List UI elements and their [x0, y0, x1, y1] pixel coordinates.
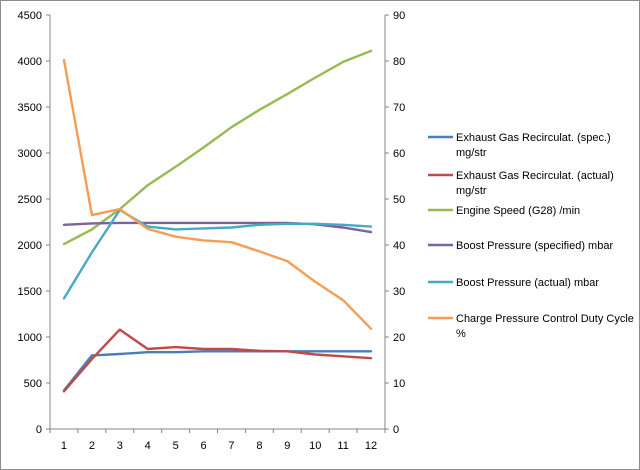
- x-tick-label: 9: [284, 440, 290, 452]
- legend-label-6: Charge Pressure Control Duty Cycle: [456, 313, 634, 325]
- x-tick-label: 7: [228, 440, 234, 452]
- legend-label-4: Boost Pressure (specified) mbar: [456, 240, 613, 252]
- x-tick-label: 5: [173, 440, 179, 452]
- x-tick-label: 4: [145, 440, 151, 452]
- legend-label-6: %: [456, 328, 466, 340]
- legend-label-2: Exhaust Gas Recirculat. (actual): [456, 170, 614, 182]
- right-y-tick-label: 30: [393, 286, 405, 298]
- x-tick-label: 8: [256, 440, 262, 452]
- axes-layer: 0 500 1000 1500 2000 2500 3000 3500 4000 4500 0 10 2…: [18, 10, 406, 452]
- right-y-tick-label: 10: [393, 378, 405, 390]
- x-tick-label: 2: [89, 440, 95, 452]
- legend-label-3: Engine Speed (G28) /min: [456, 205, 580, 217]
- left-y-tick-label: 2500: [18, 194, 42, 206]
- right-y-tick-label: 80: [393, 56, 405, 68]
- right-y-tick-label: 70: [393, 102, 405, 114]
- left-y-tick-label: 1000: [18, 332, 42, 344]
- legend-label-2: mg/str: [456, 185, 487, 197]
- left-y-tick-label: 500: [24, 378, 42, 390]
- x-tick-label: 11: [337, 440, 348, 452]
- left-y-tick-label: 4500: [18, 10, 42, 22]
- left-y-tick-label: 3500: [18, 102, 42, 114]
- legend-label-1: mg/str: [456, 147, 487, 159]
- series-line-1: [62, 350, 373, 392]
- right-y-tick-label: 20: [393, 332, 405, 344]
- right-y-tick-label: 60: [393, 148, 405, 160]
- left-y-tick-label: 4000: [18, 56, 42, 68]
- legend: Exhaust Gas Recirculat. (spec.) mg/str Exh…: [428, 132, 634, 340]
- x-tick-label: 1: [61, 440, 67, 452]
- x-tick-label: 12: [365, 440, 377, 452]
- series-line-6: [62, 58, 373, 330]
- series-line-3: [62, 49, 373, 246]
- x-tick-label: 3: [117, 440, 123, 452]
- left-y-tick-label: 1500: [18, 286, 42, 298]
- legend-label-1: Exhaust Gas Recirculat. (spec.): [456, 132, 611, 144]
- legend-label-5: Boost Pressure (actual) mbar: [456, 277, 599, 289]
- right-y-tick-label: 50: [393, 194, 405, 206]
- right-y-tick-label: 0: [393, 424, 399, 436]
- series-line-5: [62, 208, 373, 300]
- x-tick-label: 10: [309, 440, 321, 452]
- left-y-tick-label: 3000: [18, 148, 42, 160]
- series-line-2: [62, 328, 373, 393]
- right-y-tick-label: 90: [393, 10, 405, 22]
- left-y-tick-label: 2000: [18, 240, 42, 252]
- series-layer: [62, 49, 373, 393]
- left-y-tick-label: 0: [36, 424, 42, 436]
- x-tick-label: 6: [200, 440, 206, 452]
- right-y-tick-label: 40: [393, 240, 405, 252]
